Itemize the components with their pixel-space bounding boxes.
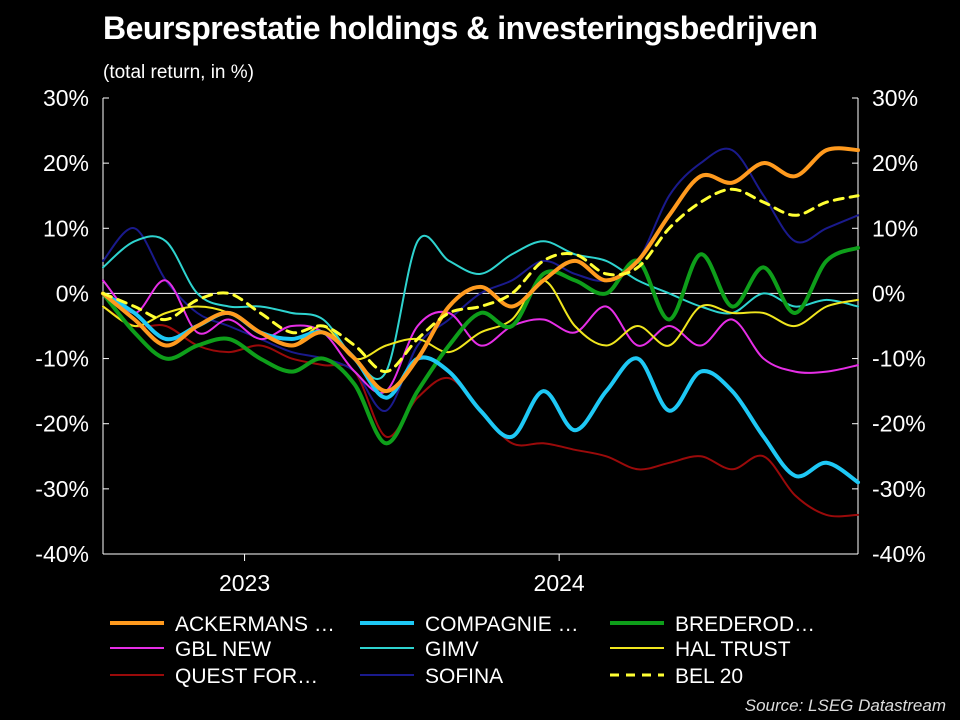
legend-label-3: GBL NEW xyxy=(175,638,271,661)
y-tick-label-right: -30% xyxy=(872,476,926,502)
series-line-0 xyxy=(101,146,860,394)
x-tick-label: 2023 xyxy=(219,570,270,596)
y-tick-label-left: 20% xyxy=(43,150,89,176)
legend-label-4: GIMV xyxy=(425,638,479,661)
series-line-3 xyxy=(102,279,859,394)
legend-label-5: HAL TRUST xyxy=(675,638,791,661)
y-tick-label-left: -30% xyxy=(35,476,89,502)
y-tick-label-left: 0% xyxy=(56,280,89,306)
series-line-7 xyxy=(102,147,859,412)
y-tick-label-left: -40% xyxy=(35,541,89,567)
x-tick-label: 2024 xyxy=(534,570,585,596)
y-tick-label-left: -20% xyxy=(35,411,89,437)
y-tick-label-left: 10% xyxy=(43,215,89,241)
y-tick-label-right: 10% xyxy=(872,215,918,241)
series-line-4 xyxy=(102,234,859,381)
series-line-8 xyxy=(101,187,860,374)
chart-subtitle: (total return, in %) xyxy=(103,62,254,83)
y-tick-label-right: 30% xyxy=(872,85,918,111)
legend-label-0: ACKERMANS … xyxy=(175,613,335,636)
legend-label-2: BREDEROD… xyxy=(675,613,815,636)
legend-label-6: QUEST FOR… xyxy=(175,665,318,688)
legend-label-7: SOFINA xyxy=(425,665,503,688)
series-line-2 xyxy=(101,245,860,446)
y-tick-label-right: -10% xyxy=(872,346,926,372)
legend-label-8: BEL 20 xyxy=(675,665,743,688)
y-tick-label-right: 0% xyxy=(872,280,905,306)
chart-title: Beursprestatie holdings & investeringsbe… xyxy=(103,10,818,46)
chart-source: Source: LSEG Datastream xyxy=(744,696,946,715)
y-tick-label-left: 30% xyxy=(43,85,89,111)
y-tick-label-right: 20% xyxy=(872,150,918,176)
y-tick-label-left: -10% xyxy=(35,346,89,372)
y-tick-label-right: -20% xyxy=(872,411,926,437)
y-tick-label-right: -40% xyxy=(872,541,926,567)
legend-label-1: COMPAGNIE … xyxy=(425,613,579,636)
